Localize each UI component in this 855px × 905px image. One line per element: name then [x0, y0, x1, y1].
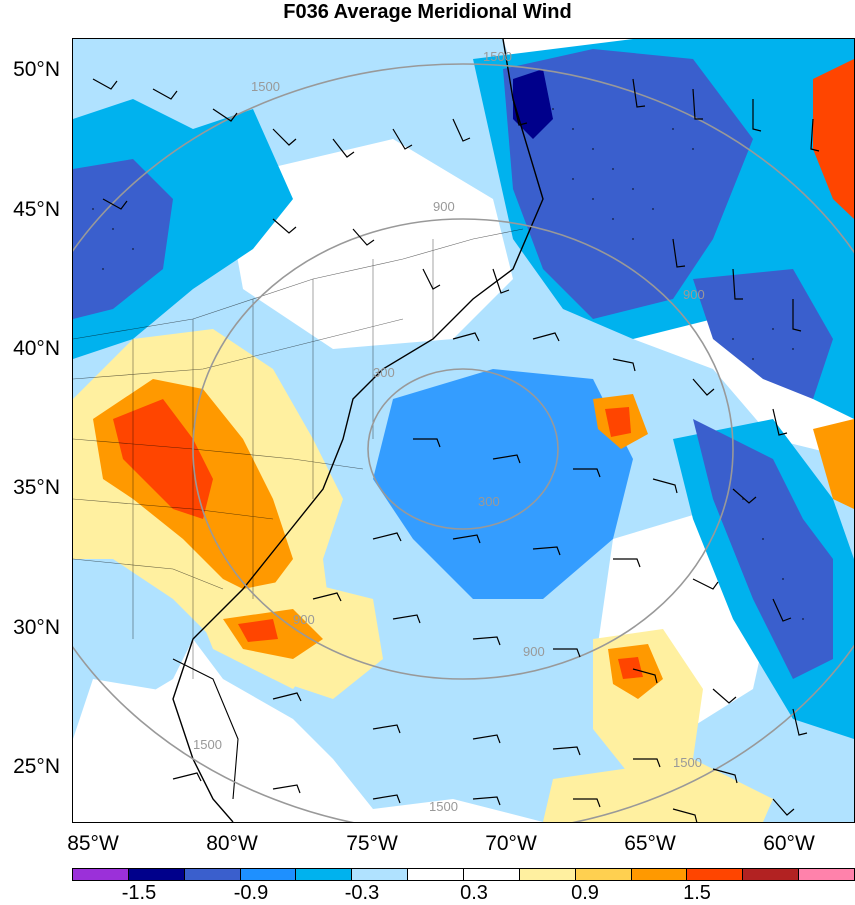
- lat-label: 40°N: [13, 337, 60, 360]
- contour-label: 1500: [251, 79, 280, 94]
- shade-red-se: [618, 657, 643, 679]
- shade-dark-blue-ne: [503, 49, 753, 319]
- contour-label: 900: [683, 287, 705, 302]
- colorbar-label: -0.9: [233, 882, 269, 904]
- wind-barbs: [92, 78, 820, 822]
- contour-label: 1500: [193, 737, 222, 752]
- colorbar-label: 0.9: [571, 882, 599, 904]
- map-panel: 300 300 900 900 900 900 1500 1500 1500 1…: [72, 38, 855, 823]
- shade-red-ne-edge: [813, 59, 854, 219]
- shade-dark-blue-east: [693, 419, 833, 679]
- contour-label: 1500: [673, 755, 702, 770]
- colorbar-segment: [296, 869, 353, 880]
- map-title: F036 Average Meridional Wind: [283, 1, 572, 23]
- lon-label: 85°W: [67, 832, 119, 855]
- lat-label: 45°N: [13, 198, 60, 221]
- shade-yellow-bottom: [543, 759, 773, 822]
- shade-dark-blue-nw: [73, 159, 173, 319]
- lon-label: 70°W: [485, 832, 537, 855]
- colorbar-segment: [519, 869, 576, 880]
- lon-label: 65°W: [624, 832, 676, 855]
- lon-label: 80°W: [206, 832, 258, 855]
- shade-red-west: [113, 399, 213, 519]
- colorbar-segment: [128, 869, 185, 880]
- lat-label: 50°N: [13, 58, 60, 81]
- map-canvas: 300 300 900 900 900 900 1500 1500 1500 1…: [73, 39, 854, 822]
- lon-label: 75°W: [346, 832, 398, 855]
- lat-label: 35°N: [13, 476, 60, 499]
- colorbar-segment: [240, 869, 297, 880]
- contour-label: 1500: [429, 799, 458, 814]
- lon-label: 60°W: [763, 832, 815, 855]
- colorbar-segment: [408, 869, 465, 880]
- colorbar-label: 0.3: [460, 882, 488, 904]
- shade-orange-e-edge: [813, 419, 854, 509]
- colorbar-segment: [575, 869, 632, 880]
- range-contours: [73, 63, 854, 822]
- colorbar-segment: [799, 869, 855, 880]
- colorbar-segment: [73, 869, 129, 880]
- contour-label: 900: [433, 199, 455, 214]
- shade-red-mid: [605, 407, 631, 437]
- county-lines: [73, 228, 524, 679]
- contour-label: 300: [478, 494, 500, 509]
- colorbar-segment: [743, 869, 800, 880]
- stippling: [92, 108, 804, 620]
- colorbar-segment: [687, 869, 744, 880]
- coastline: [172, 39, 544, 822]
- contour-label: 1500: [483, 49, 512, 64]
- contour-label: 300: [373, 365, 395, 380]
- colorbar-label: -0.3: [344, 882, 380, 904]
- colorbar-segment: [631, 869, 688, 880]
- lat-label: 30°N: [13, 616, 60, 639]
- shade-red-south: [238, 619, 278, 642]
- coastline-florida: [172, 658, 239, 800]
- contour-label: 900: [293, 612, 315, 627]
- colorbar-segment: [352, 869, 409, 880]
- contour-label: 900: [523, 644, 545, 659]
- colorbar-label: -1.5: [121, 882, 157, 904]
- colorbar-label: 1.5: [683, 882, 711, 904]
- lat-label: 25°N: [13, 755, 60, 778]
- shade-dark-blue-ne2: [693, 269, 833, 399]
- shade-mid-blue-center: [373, 369, 633, 599]
- shade-navy-core: [513, 69, 553, 139]
- colorbar: [72, 868, 855, 881]
- colorbar-segment: [464, 869, 520, 880]
- colorbar-segment: [184, 869, 241, 880]
